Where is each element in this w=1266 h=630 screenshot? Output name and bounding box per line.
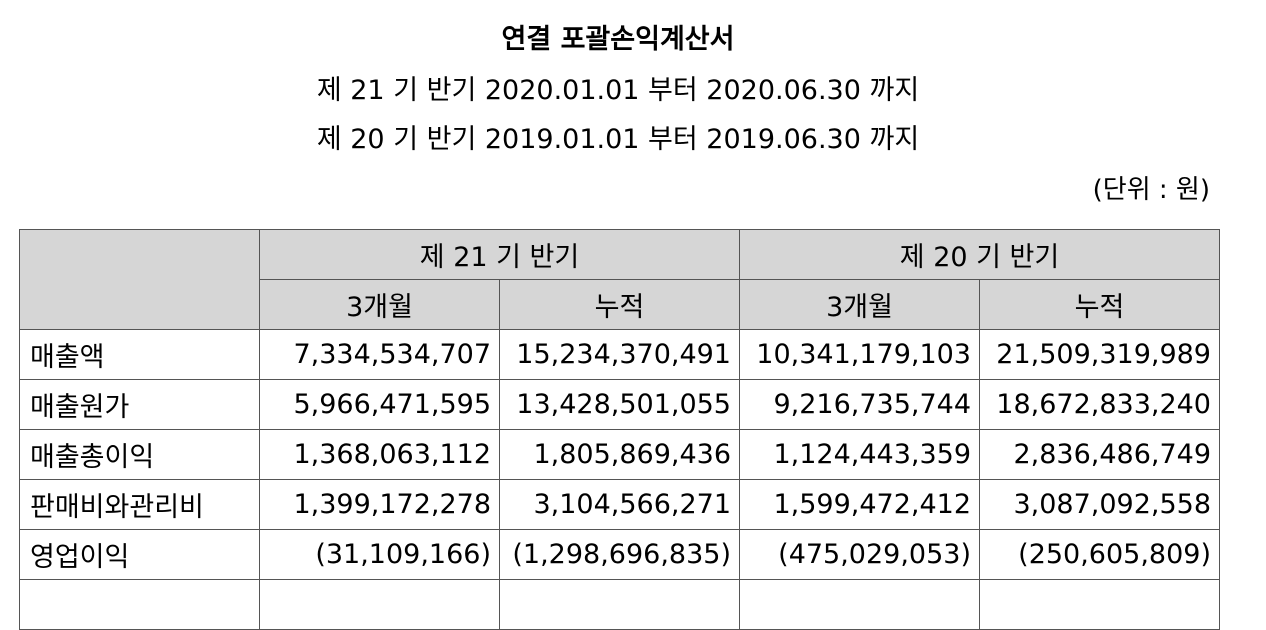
corner-header-cell [19, 229, 260, 330]
income-statement-table: 제 21 기 반기 제 20 기 반기 3개월 누적 3개월 누적 매출액 7,… [19, 229, 1220, 630]
value-cell: 13,428,501,055 [499, 379, 740, 430]
value-cell: (475,029,053) [739, 529, 980, 580]
group-header-row: 제 21 기 반기 제 20 기 반기 [19, 229, 1220, 330]
value-cell: 5,966,471,595 [259, 379, 500, 430]
row-label: 매출총이익 [19, 429, 260, 480]
value-cell: 3,087,092,558 [979, 479, 1220, 530]
sub-header-prior-cum: 누적 [979, 279, 1220, 330]
table-row: 매출원가 5,966,471,595 13,428,501,055 9,216,… [19, 379, 1220, 430]
statement-title: 연결 포괄손익계산서 [501, 24, 735, 55]
value-cell: 7,334,534,707 [259, 329, 500, 380]
sub-header-current-cum: 누적 [499, 279, 740, 330]
value-cell: 1,805,869,436 [499, 429, 740, 480]
value-cell: 10,341,179,103 [739, 329, 980, 380]
group-header-prior: 제 20 기 반기 [739, 229, 1220, 280]
table-row: 판매비와관리비 1,399,172,278 3,104,566,271 1,59… [19, 479, 1220, 530]
value-cell: 1,124,443,359 [739, 429, 980, 480]
value-cell: 9,216,735,744 [739, 379, 980, 430]
group-header-current: 제 21 기 반기 [259, 229, 740, 280]
sub-header-prior-3m: 3개월 [739, 279, 980, 330]
sub-header-current-3m: 3개월 [259, 279, 500, 330]
value-cell: 1,368,063,112 [259, 429, 500, 480]
value-cell: 1,399,172,278 [259, 479, 500, 530]
sub-header-row: 3개월 누적 3개월 누적 [20, 279, 1220, 330]
value-cell: 2,836,486,749 [979, 429, 1220, 480]
row-label: 매출원가 [19, 379, 260, 430]
unit-label: (단위 : 원) [1092, 175, 1210, 205]
value-cell: 3,104,566,271 [499, 479, 740, 530]
table-row: 영업이익 (31,109,166) (1,298,696,835) (475,0… [19, 529, 1220, 580]
value-cell: 18,672,833,240 [979, 379, 1220, 430]
value-cell: 15,234,370,491 [499, 329, 740, 380]
row-label: 영업이익 [19, 529, 260, 580]
row-label: 판매비와관리비 [19, 479, 260, 530]
value-cell: 21,509,319,989 [979, 329, 1220, 380]
period-current: 제 21 기 반기 2020.01.01 부터 2020.06.30 까지 [316, 75, 920, 106]
value-cell: (250,605,809) [979, 529, 1220, 580]
value-cell: 1,599,472,412 [739, 479, 980, 530]
period-prior: 제 20 기 반기 2019.01.01 부터 2019.06.30 까지 [316, 124, 920, 155]
table-row-partial [19, 579, 1220, 630]
row-label: 매출액 [19, 329, 260, 380]
value-cell: (1,298,696,835) [499, 529, 740, 580]
value-cell: (31,109,166) [259, 529, 500, 580]
table-row: 매출액 7,334,534,707 15,234,370,491 10,341,… [19, 329, 1220, 380]
table-row: 매출총이익 1,368,063,112 1,805,869,436 1,124,… [19, 429, 1220, 480]
